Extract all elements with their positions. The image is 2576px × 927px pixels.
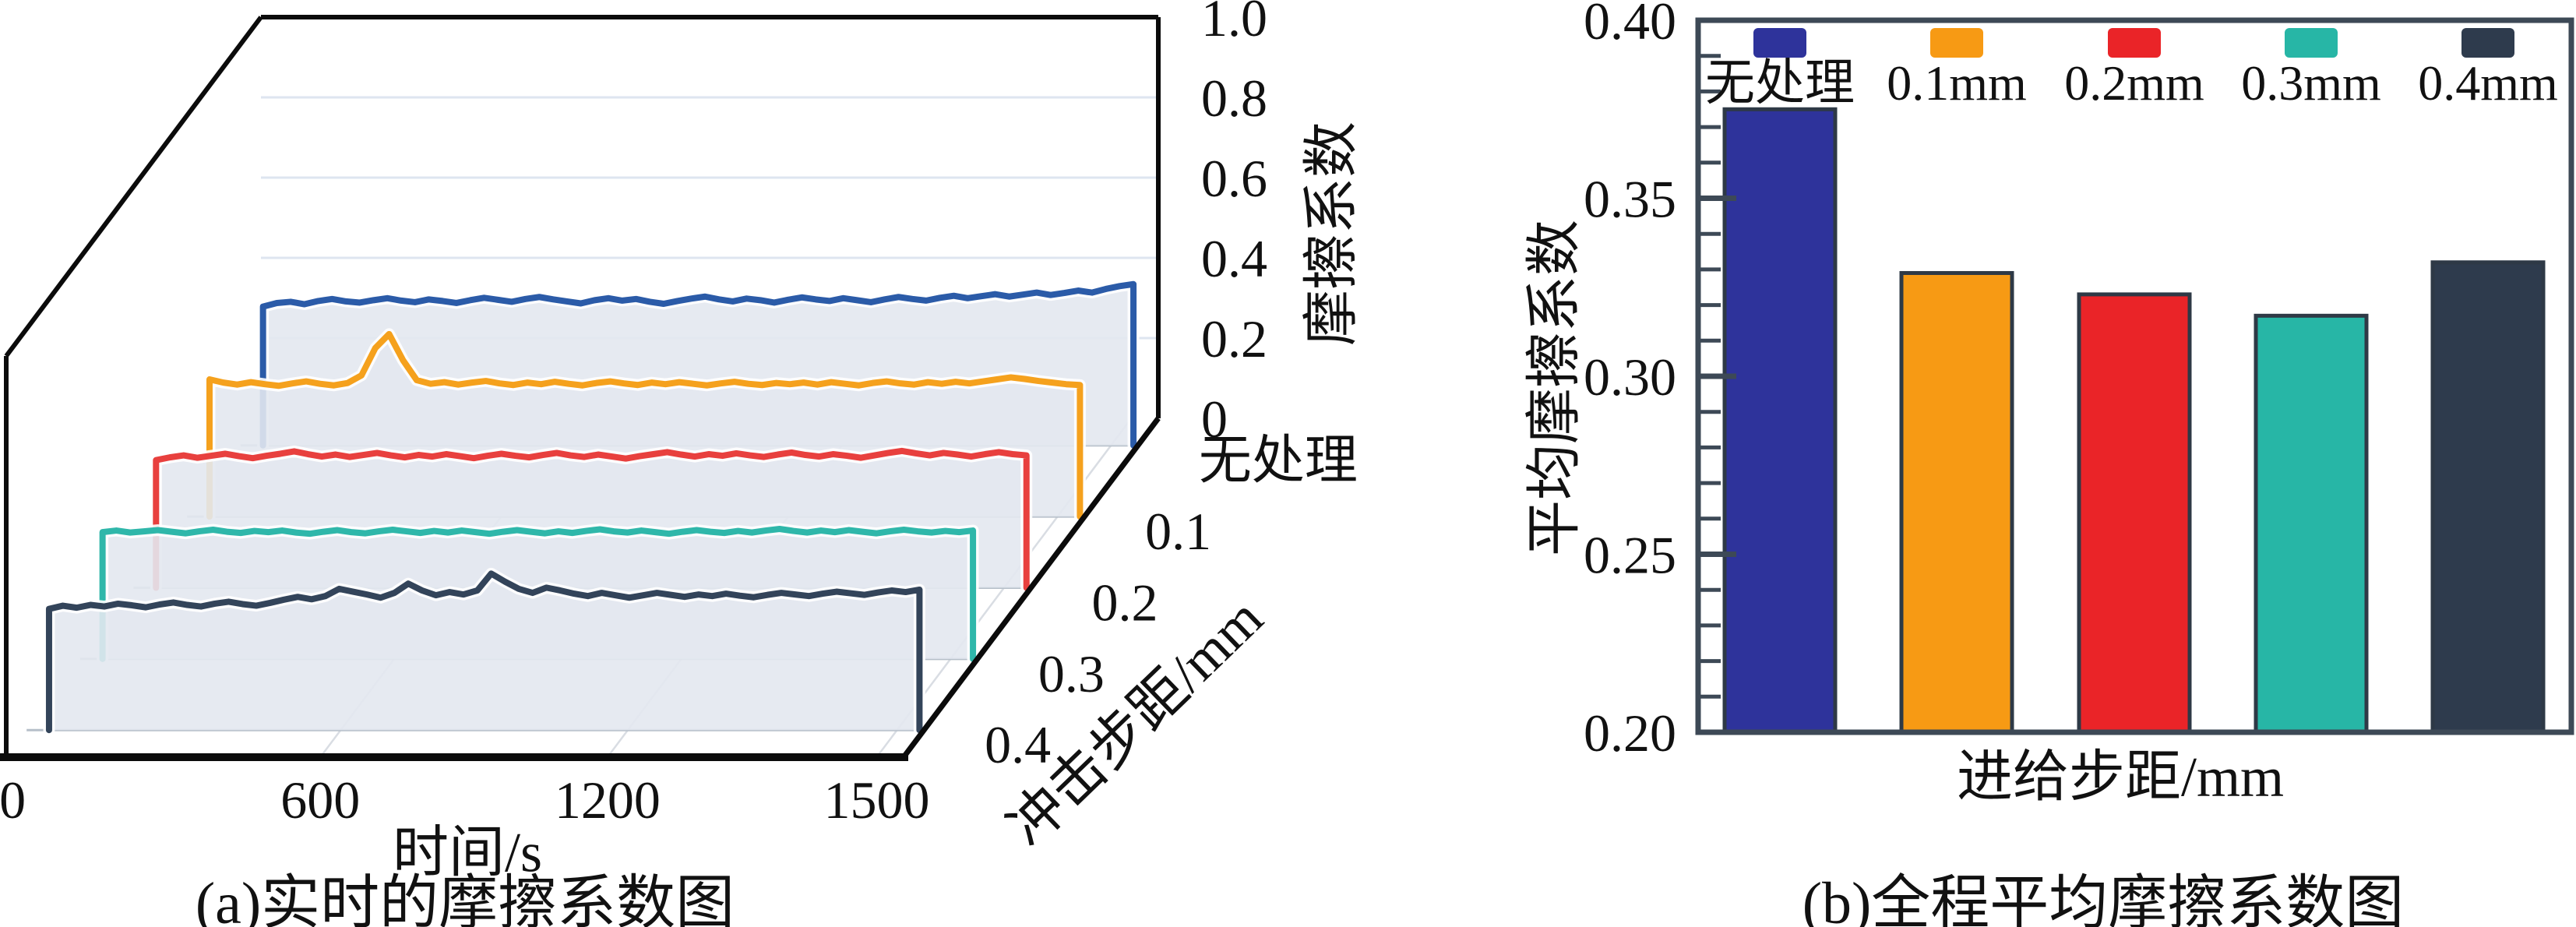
y-tick-label: 0.30 <box>1584 347 1676 407</box>
series-line <box>206 330 1084 520</box>
x-tick-label: 600 <box>280 770 360 830</box>
z-tick-label: 0.8 <box>1201 69 1267 128</box>
depth-tick-label: 0.2 <box>1092 573 1158 633</box>
depth-tick-label: 0.3 <box>1038 644 1105 703</box>
legend-swatch <box>2285 28 2338 58</box>
legend-swatch <box>2461 28 2514 58</box>
z-tick-label: 0.2 <box>1201 309 1267 368</box>
legend-swatch <box>1930 28 1983 58</box>
chart-a-z-axis-title: 摩擦系数 <box>1300 121 1363 347</box>
legend-label: 0.2mm <box>2064 55 2204 111</box>
series-fill <box>48 573 920 731</box>
bar-0.4mm <box>2430 260 2546 735</box>
legend-swatch <box>1753 28 1806 58</box>
chart-b-y-axis-title: 平均摩擦系数 <box>1523 219 1586 557</box>
legend-item: 0.2mm <box>2064 28 2204 111</box>
legend-label: 0.1mm <box>1887 55 2027 111</box>
bar-0.3mm <box>2254 313 2369 735</box>
y-tick-label: 0.25 <box>1584 526 1676 585</box>
legend-label: 无处理 <box>1705 55 1855 111</box>
series-line <box>45 570 923 734</box>
plot-frame <box>1695 17 2574 735</box>
legend-item: 0.3mm <box>2241 28 2381 111</box>
y-tick-label: 0.20 <box>1584 703 1676 763</box>
legend-item: 0.4mm <box>2418 28 2558 111</box>
series-0.4 <box>26 567 925 736</box>
bar-无处理 <box>1722 107 1838 735</box>
x-tick-label: 1200 <box>555 770 661 830</box>
series-line <box>259 280 1137 449</box>
z-tick-label: 0.6 <box>1201 149 1267 208</box>
legend-item: 0.1mm <box>1887 28 2027 111</box>
depth-tick-label: 0.4 <box>985 715 1051 774</box>
depth-tick-label: 0.1 <box>1145 502 1211 561</box>
caption-b: (b)全程平均摩擦系数图 <box>1802 871 2405 927</box>
y-tick-label: 0.35 <box>1584 170 1676 229</box>
legend-label: 0.3mm <box>2241 55 2381 111</box>
floor-right-edge <box>901 416 1161 760</box>
legend-item: 无处理 <box>1705 28 1855 111</box>
depth-tick-label: 无处理 <box>1199 431 1358 490</box>
z-tick-label: 1.0 <box>1201 0 1267 48</box>
bar-0.2mm <box>2077 292 2192 735</box>
chart-a-x-axis-title: 时间/s <box>392 821 543 884</box>
legend-swatch <box>2108 28 2161 58</box>
z-tick-label: 0.4 <box>1201 229 1267 288</box>
x-tick-label: 1500 <box>823 770 929 830</box>
waterfall-chart: 0 0.2 0.4 0.6 0.8 1.0 0 600 1200 1500 无处理 0.1 0.2 0.3… <box>0 0 1358 830</box>
chart-b-x-axis-title: 进给步距/mm <box>1956 745 2285 809</box>
bar-chart: 0.20 0.25 0.30 0.35 0.40 无处理 0.1mm 0.2mm 0.3mm 0.… <box>1584 0 2574 763</box>
series-line <box>99 525 977 662</box>
box-left-top-edge <box>4 16 263 358</box>
z-tick-label: 0 <box>1201 389 1228 449</box>
legend-label: 0.4mm <box>2418 55 2558 111</box>
series-line <box>153 447 1030 591</box>
caption-a: (a)实时的摩擦系数图 <box>195 871 735 927</box>
y-tick-label: 0.40 <box>1584 0 1676 51</box>
x-tick-label: 0 <box>0 770 26 830</box>
bar-0.1mm <box>1899 270 2014 735</box>
